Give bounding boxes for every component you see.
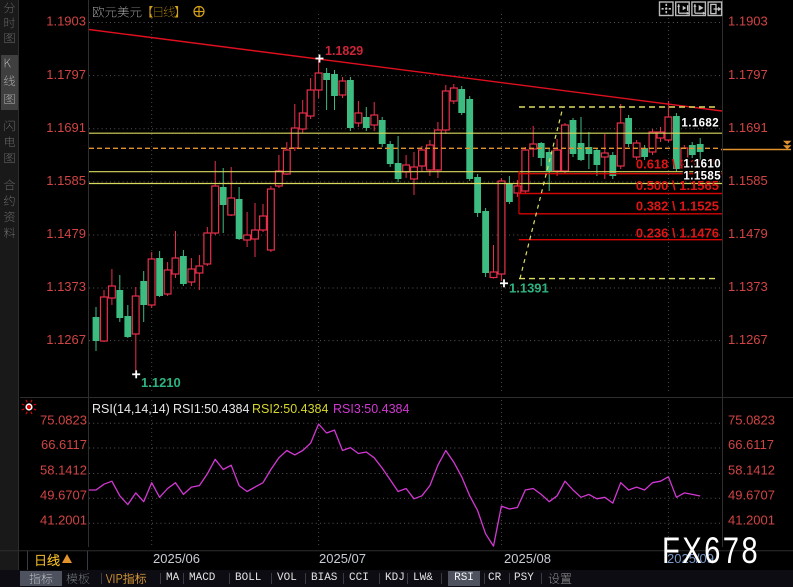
svg-text:1.1585: 1.1585 bbox=[728, 173, 768, 188]
svg-text:1.1903: 1.1903 bbox=[46, 14, 86, 29]
svg-text:0.382 \ 1.1525: 0.382 \ 1.1525 bbox=[636, 198, 719, 213]
svg-text:49.6707: 49.6707 bbox=[728, 488, 775, 503]
svg-text:1.1903: 1.1903 bbox=[728, 14, 768, 29]
svg-text:58.1412: 58.1412 bbox=[40, 463, 87, 478]
svg-text:RSI2:50.4384: RSI2:50.4384 bbox=[252, 402, 328, 416]
svg-text:1.1267: 1.1267 bbox=[728, 332, 768, 347]
svg-text:41.2001: 41.2001 bbox=[40, 513, 87, 528]
svg-text:1.1210: 1.1210 bbox=[141, 375, 181, 390]
svg-text:1.1373: 1.1373 bbox=[728, 279, 768, 294]
svg-text:RSI3:50.4384: RSI3:50.4384 bbox=[333, 402, 409, 416]
svg-text:1.1585: 1.1585 bbox=[46, 173, 86, 188]
svg-text:1.1479: 1.1479 bbox=[728, 226, 768, 241]
svg-text:1.1585: 1.1585 bbox=[683, 170, 721, 182]
svg-text:0.236 \ 1.1476: 0.236 \ 1.1476 bbox=[636, 225, 719, 240]
svg-text:58.1412: 58.1412 bbox=[728, 463, 775, 478]
svg-text:1.1267: 1.1267 bbox=[46, 332, 86, 347]
svg-text:1.1391: 1.1391 bbox=[509, 281, 549, 296]
svg-text:1.1682: 1.1682 bbox=[681, 118, 719, 130]
svg-text:RSI(14,14,14): RSI(14,14,14) bbox=[92, 402, 170, 416]
svg-text:49.6707: 49.6707 bbox=[40, 488, 87, 503]
svg-text:1.1691: 1.1691 bbox=[728, 120, 768, 135]
svg-text:75.0823: 75.0823 bbox=[40, 413, 87, 428]
svg-text:1.1797: 1.1797 bbox=[728, 67, 768, 82]
svg-text:1.1797: 1.1797 bbox=[46, 67, 86, 82]
svg-text:66.6117: 66.6117 bbox=[41, 437, 87, 452]
svg-text:1.1373: 1.1373 bbox=[46, 279, 86, 294]
svg-text:75.0823: 75.0823 bbox=[728, 413, 775, 428]
svg-text:0.500 \ 1.1565: 0.500 \ 1.1565 bbox=[636, 178, 719, 193]
svg-text:1.1610: 1.1610 bbox=[683, 158, 721, 170]
svg-text:1.1691: 1.1691 bbox=[46, 120, 86, 135]
svg-text:1.1829: 1.1829 bbox=[325, 44, 363, 58]
svg-text:0.618 \ 1.1605: 0.618 \ 1.1605 bbox=[636, 156, 719, 171]
svg-text:1.1479: 1.1479 bbox=[46, 226, 86, 241]
svg-text:41.2001: 41.2001 bbox=[728, 513, 775, 528]
svg-text:66.6117: 66.6117 bbox=[728, 437, 774, 452]
svg-text:RSI1:50.4384: RSI1:50.4384 bbox=[173, 402, 249, 416]
